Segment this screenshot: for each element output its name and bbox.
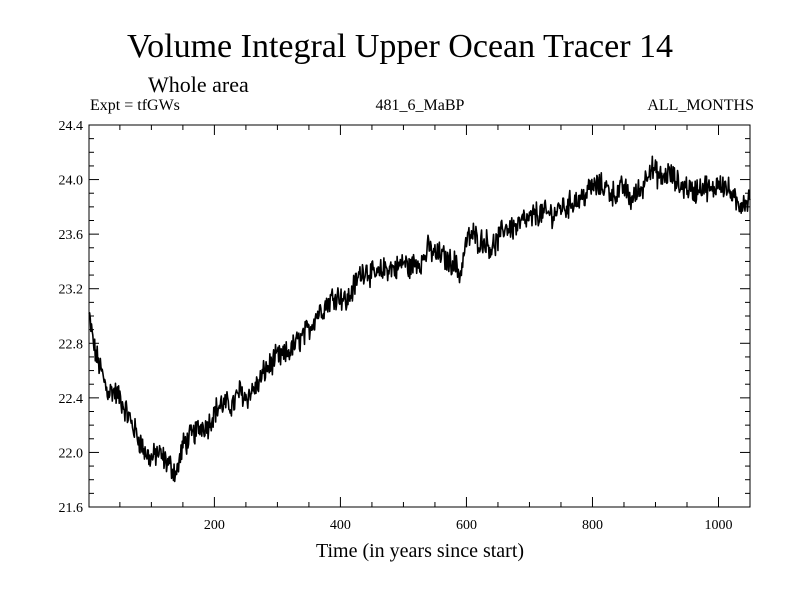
y-tick-label: 24.0 — [59, 174, 84, 189]
x-tick-label: 800 — [582, 518, 603, 533]
x-tick-label: 200 — [204, 518, 225, 533]
tick-labels: 21.6 22.0 22.4 22.8 23.2 23.6 24.0 24.4 200 400 60… — [59, 119, 733, 533]
y-tick-label: 22.0 — [59, 446, 84, 461]
x-tick-label: 400 — [330, 518, 351, 533]
x-tick-label: 600 — [456, 518, 477, 533]
y-tick-label: 24.4 — [59, 119, 84, 134]
chart-title: Volume Integral Upper Ocean Tracer 14 — [126, 28, 674, 65]
y-tick-label: 21.6 — [59, 501, 84, 516]
tick-marks — [89, 124, 751, 508]
plot-frame — [88, 124, 751, 508]
chart-subtitle: Whole area — [148, 72, 249, 97]
y-tick-label: 22.4 — [59, 392, 84, 407]
y-tick-label: 23.6 — [59, 228, 84, 243]
x-axis-label: Time (in years since start) — [316, 540, 524, 562]
months-label: ALL_MONTHS — [647, 97, 754, 114]
series-line-tracer14 — [88, 155, 751, 483]
experiment-label: Expt = tfGWs — [90, 97, 180, 114]
y-tick-label: 22.8 — [59, 337, 84, 352]
y-tick-label: 23.2 — [59, 283, 84, 298]
run-label: 481_6_MaBP — [375, 97, 465, 114]
x-tick-label: 1000 — [704, 518, 732, 533]
